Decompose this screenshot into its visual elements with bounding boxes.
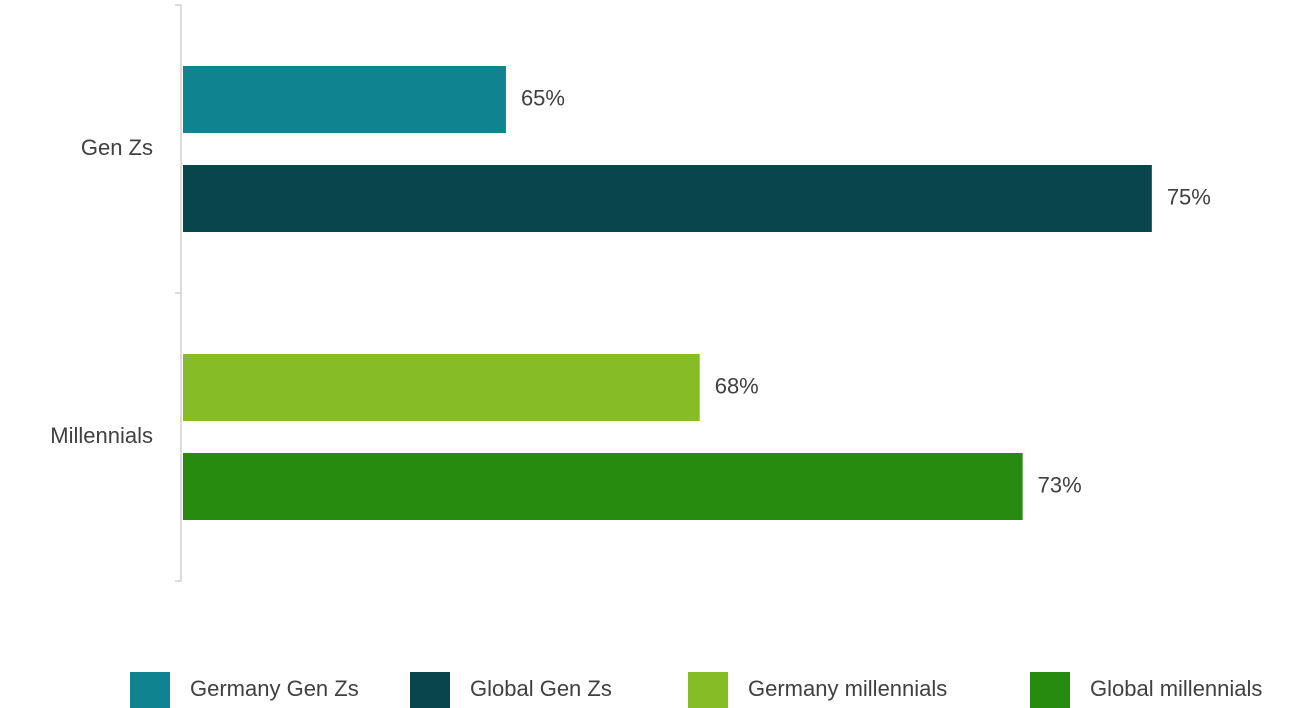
- value-label: 73%: [1038, 472, 1082, 497]
- legend-label: Global Gen Zs: [470, 676, 612, 701]
- legend-swatch: [1030, 672, 1070, 708]
- legend-swatch: [688, 672, 728, 708]
- legend-label: Germany millennials: [748, 676, 947, 701]
- bar: [183, 453, 1023, 520]
- legend-swatch: [410, 672, 450, 708]
- bar: [183, 165, 1152, 232]
- legend-label: Germany Gen Zs: [190, 676, 359, 701]
- value-label: 68%: [715, 373, 759, 398]
- bar: [183, 66, 506, 133]
- value-label: 75%: [1167, 184, 1211, 209]
- category-label: Gen Zs: [81, 135, 153, 160]
- bar: [183, 354, 700, 421]
- legend-label: Global millennials: [1090, 676, 1262, 701]
- value-label: 65%: [521, 85, 565, 110]
- legend-swatch: [130, 672, 170, 708]
- category-label: Millennials: [50, 423, 153, 448]
